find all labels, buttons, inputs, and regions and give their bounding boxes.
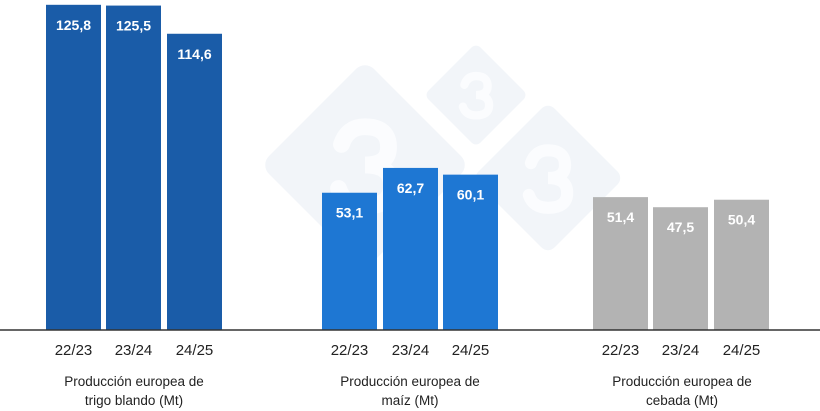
watermark-logo [265, 45, 621, 265]
x-tick-label: 24/25 [176, 342, 214, 359]
group-caption-trigo: Producción europea de trigo blando (Mt) [24, 372, 244, 410]
data-label: 53,1 [336, 205, 363, 221]
bar [106, 5, 161, 331]
data-label: 47,5 [667, 219, 694, 235]
x-tick-label: 22/23 [331, 342, 369, 359]
data-label: 125,8 [56, 17, 91, 33]
watermark-three-glyph [522, 144, 574, 214]
caption-line2: maíz (Mt) [381, 393, 439, 408]
bar [322, 192, 377, 330]
data-label: 51,4 [607, 209, 634, 225]
watermark-three-glyph [458, 71, 494, 120]
data-label: 125,5 [116, 18, 151, 34]
data-label: 114,6 [177, 46, 211, 62]
x-tick-label: 24/25 [452, 342, 490, 359]
data-label: 50,4 [728, 212, 755, 228]
x-tick-label: 23/24 [115, 342, 153, 359]
bar [443, 174, 498, 330]
bar [593, 197, 648, 330]
caption-line1: Producción europea de [64, 374, 204, 389]
caption-line2: trigo blando (Mt) [84, 393, 184, 408]
bar [167, 33, 222, 330]
caption-line1: Producción europea de [612, 374, 752, 389]
x-tick-label: 24/25 [723, 342, 761, 359]
caption-line1: Producción europea de [340, 374, 480, 389]
bar [714, 199, 769, 330]
x-tick-label: 23/24 [662, 342, 700, 359]
group-caption-maiz: Producción europea de maíz (Mt) [300, 372, 520, 410]
caption-line2: cebada (Mt) [645, 393, 719, 408]
watermark-diamond [475, 105, 621, 251]
bar [46, 4, 101, 330]
x-tick-label: 23/24 [392, 342, 430, 359]
bar [653, 207, 708, 330]
x-tick-label: 22/23 [602, 342, 640, 359]
bar [383, 167, 438, 330]
data-label: 60,1 [457, 187, 484, 203]
watermark-diamond [426, 45, 526, 145]
x-tick-label: 22/23 [55, 342, 93, 359]
group-caption-cebada: Producción europea de cebada (Mt) [572, 372, 792, 410]
data-label: 62,7 [397, 180, 424, 196]
